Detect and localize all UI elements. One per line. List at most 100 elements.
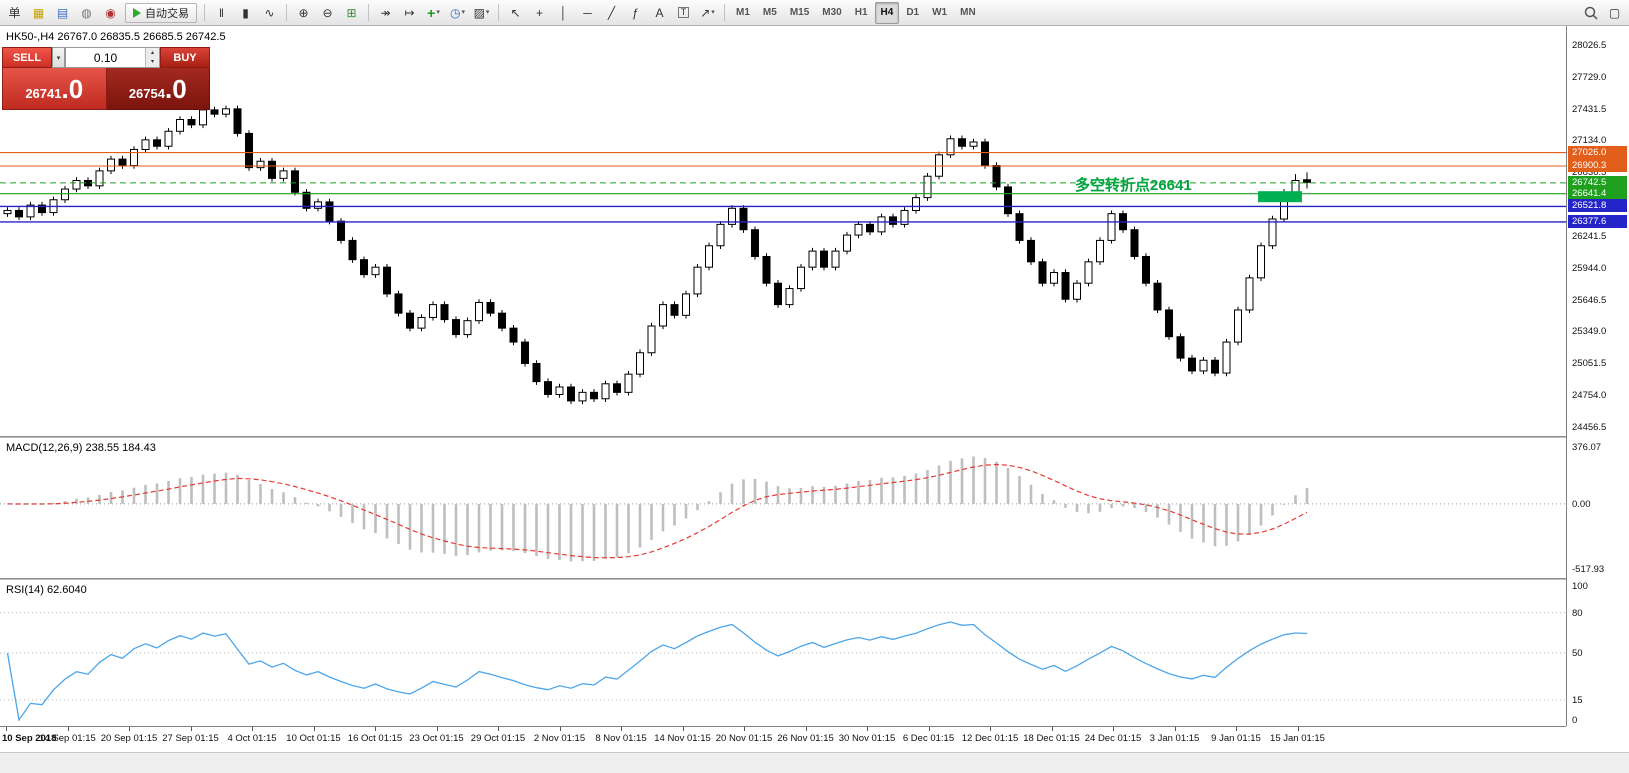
time-axis-label: 14 Sep 01:15 [39,733,96,744]
zoom-out-icon[interactable]: ⊖ [316,3,339,23]
text-icon[interactable]: A [648,3,671,23]
time-tick [621,727,622,731]
buy-button[interactable]: BUY [160,47,210,68]
timeframe-d1[interactable]: D1 [906,7,920,18]
buy-price[interactable]: 26754.0 [106,68,210,110]
timeframe-h4[interactable]: H4 [874,1,900,24]
add-indicator-icon[interactable]: + ▾ [422,3,445,23]
timeframe-h1[interactable]: H1 [854,7,868,18]
time-axis[interactable]: 10 Sep 2018 14 Sep 01:15 20 Sep 01:15 27 Se… [0,726,1566,753]
play-icon [133,7,141,18]
zoom-in-icon[interactable]: ⊕ [292,3,315,23]
time-tick [436,727,438,731]
time-axis-label: 10 Oct 01:15 [286,733,341,744]
rsi-line [6,621,1308,722]
chart-window-icon[interactable]: ▦ [27,3,50,23]
time-tick [1297,727,1299,731]
crosshair-icon[interactable]: + [528,3,551,23]
sell-button[interactable]: SELL [2,47,52,68]
volume-decrease-button[interactable]: ▾ [146,57,159,67]
bar-chart-icon[interactable]: ‖ [210,3,233,23]
buy-price-pips: .0 [164,74,187,104]
trendline-icon[interactable]: ╱ [600,3,623,23]
vertical-line-icon[interactable]: │ [552,3,575,23]
candles [3,105,1311,405]
toolbar: 单 ▦ ▤ ◍ ◉ 自动交易 ‖ ▮ ∿ ⊕ ⊖ ⊞ ↠ ↦ + ▾ ◷ ▾ ▨ ▾ ↖ + │ ─ ╱ ƒ A T ↗ ▾ M1 M5 M15… [0,0,1629,26]
dropdown-caret-icon: ▾ [711,9,715,16]
volume-value[interactable]: 0.10 [93,50,118,65]
buy-price-main: 26754 [128,86,165,101]
sell-options-dropdown-icon[interactable]: ▾ [52,47,65,68]
time-axis-label: 10 Sep 2018 [2,733,57,744]
candlestick-chart[interactable] [0,26,1566,436]
macd-signal-line [7,463,1308,559]
community-icon[interactable]: ◉ [99,3,122,23]
tile-windows-icon[interactable]: ⊞ [340,3,363,23]
cursor-icon[interactable]: ↖ [504,3,527,23]
horizontal-level-lines[interactable] [0,151,1566,223]
timeframe-m30[interactable]: M30 [822,7,842,18]
text-icon-glyph: A [655,5,664,20]
price-tag-27026.0[interactable]: 27026.0 [1568,145,1627,159]
timeframe-m15[interactable]: M15 [789,7,810,18]
sell-price-main: 26741 [25,86,62,101]
time-axis-label: 2 Nov 01:15 [533,733,586,744]
chart-shift-icon[interactable]: ↦ [398,3,421,23]
volume-field[interactable]: 0.10 ▴ ▾ [65,47,160,68]
window-icon[interactable]: ▢ [1608,5,1621,20]
price-axis-label: 26241.5 [1572,230,1607,242]
timeframe-m5[interactable]: M5 [762,7,777,18]
volume-increase-button[interactable]: ▴ [146,48,159,58]
time-axis-label: 27 Sep 01:15 [162,733,219,744]
volume-stepper: ▴ ▾ [145,48,159,67]
time-axis-label: 20 Nov 01:15 [715,733,773,744]
panel-divider[interactable] [0,578,1629,580]
macd-panel[interactable]: MACD(12,26,9) 238.55 184.43 [0,438,1566,578]
time-tick [313,727,315,731]
time-axis-label: 24 Dec 01:15 [1084,733,1142,744]
candlestick-chart-icon[interactable]: ▮ [234,3,257,23]
price-axis-label: 28026.5 [1572,39,1607,51]
dropdown-caret-icon: ▾ [461,9,465,16]
period-icon-glyph: ◷ [450,5,461,20]
timeframe-m1[interactable]: M1 [736,7,750,18]
time-axis-label: 30 Nov 01:15 [838,733,896,744]
autotrading-button[interactable]: 自动交易 [125,2,197,23]
price-axis-label: 25051.5 [1572,358,1607,370]
price-chart-panel[interactable]: HK50-,H4 26767.0 26835.5 26685.5 26742.5… [0,26,1566,436]
arrows-icon[interactable]: ↗ ▾ [696,3,719,23]
line-chart-icon[interactable]: ∿ [258,3,281,23]
price-tag-26900.3[interactable]: 26900.3 [1568,158,1627,172]
price-axis-label: 24754.0 [1572,390,1607,402]
price-tag-26377.6[interactable]: 26377.6 [1568,214,1627,228]
rsi-panel[interactable]: RSI(14) 62.6040 [0,580,1566,726]
panel-divider[interactable] [0,436,1629,438]
fibonacci-icon[interactable]: ƒ [624,3,647,23]
timeframe-mn[interactable]: MN [960,7,976,18]
price-tag-26742.5[interactable]: 26742.5 [1568,175,1627,189]
new-order-button-glyph: 单 [8,5,21,20]
pivot-annotation[interactable]: 多空转折点26641 [1075,177,1192,195]
profile-icon[interactable]: ▤ [51,3,74,23]
horizontal-line-icon[interactable]: ─ [576,3,599,23]
rsi-chart[interactable] [0,580,1566,726]
price-axis[interactable]: 28026.527729.027431.527134.026836.526539… [1566,26,1629,726]
price-axis-label: 27431.5 [1572,103,1607,115]
text-label-icon[interactable]: T [672,3,695,23]
chart-symbol-ohlc: HK50-,H4 26767.0 26835.5 26685.5 26742.5 [6,31,226,43]
time-tick [867,727,868,731]
template-icon[interactable]: ▨ ▾ [470,3,493,23]
timeframe-w1[interactable]: W1 [932,7,948,18]
macd-chart[interactable] [0,438,1566,578]
auto-scroll-icon[interactable]: ↠ [374,3,397,23]
new-order-button[interactable]: 单 [3,3,26,23]
search-icon[interactable] [1579,3,1602,23]
price-tag-26521.8[interactable]: 26521.8 [1568,199,1627,213]
period-icon[interactable]: ◷ ▾ [446,3,469,23]
line-chart-icon-glyph: ∿ [264,5,275,20]
price-tag-26641.4[interactable]: 26641.4 [1568,186,1627,200]
info-icon[interactable]: ◍ [75,3,98,23]
sell-price[interactable]: 26741.0 [2,68,107,110]
time-tick [682,727,684,731]
